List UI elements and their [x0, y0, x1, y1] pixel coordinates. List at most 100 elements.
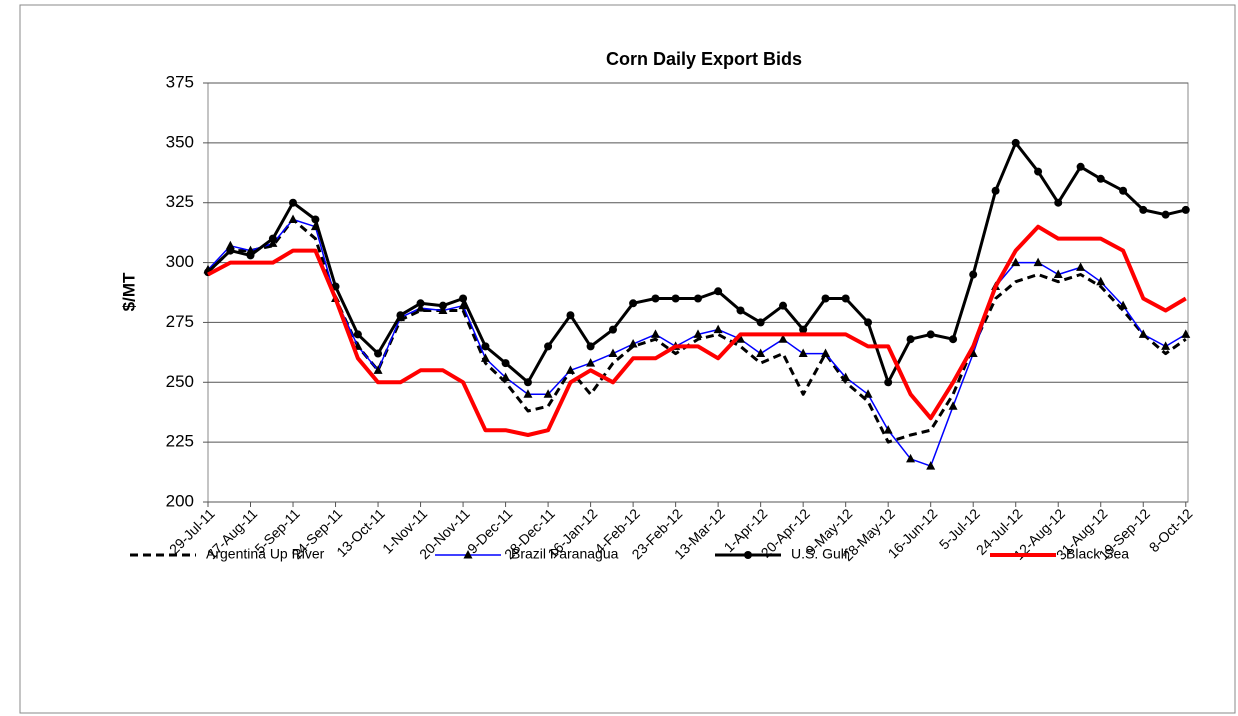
- legend-item: Black Sea: [990, 546, 1129, 562]
- point: [778, 334, 788, 343]
- point: [458, 300, 468, 310]
- point: [288, 214, 298, 223]
- point: [926, 461, 936, 470]
- y-tick-label: 300: [166, 252, 194, 271]
- point: [779, 301, 788, 310]
- point: [714, 287, 723, 296]
- y-tick-label: 200: [166, 491, 194, 510]
- point: [629, 299, 638, 308]
- point: [968, 348, 978, 358]
- point: [798, 348, 808, 358]
- point: [651, 294, 660, 303]
- point: [268, 238, 278, 247]
- point: [544, 342, 553, 351]
- point: [226, 246, 235, 255]
- point: [821, 348, 831, 358]
- point: [608, 325, 617, 334]
- point: [1161, 210, 1170, 219]
- point: [311, 215, 320, 224]
- point: [374, 349, 383, 358]
- point: [863, 389, 873, 398]
- point: [1033, 257, 1043, 267]
- point: [948, 401, 958, 410]
- point: [1138, 329, 1148, 338]
- point: [463, 550, 473, 559]
- y-tick-label: 275: [166, 312, 194, 331]
- point: [756, 318, 765, 327]
- point: [1139, 205, 1148, 214]
- point: [799, 325, 808, 334]
- legend-label: U.S. Gulf: [791, 546, 848, 562]
- point: [501, 372, 511, 381]
- point: [841, 294, 850, 303]
- point: [1011, 257, 1021, 267]
- point: [438, 305, 448, 314]
- point: [926, 330, 935, 339]
- legend-item: Argentina Up River: [130, 546, 325, 562]
- point: [481, 342, 490, 351]
- point: [416, 299, 425, 308]
- y-tick-label: 225: [166, 432, 194, 451]
- y-tick-label: 375: [166, 72, 194, 91]
- point: [1181, 329, 1191, 338]
- point: [523, 378, 532, 387]
- point: [884, 378, 893, 387]
- point: [736, 306, 745, 315]
- point: [396, 311, 405, 320]
- point: [1118, 300, 1128, 310]
- plot-area: [207, 82, 1189, 503]
- point: [566, 311, 575, 320]
- point: [523, 389, 533, 398]
- legend-item: U.S. Gulf: [715, 546, 848, 562]
- legend-item: Brazil Paranagua: [435, 546, 619, 562]
- point: [1096, 276, 1106, 286]
- point: [331, 282, 340, 291]
- point: [906, 335, 915, 344]
- point: [1054, 198, 1063, 207]
- point: [459, 294, 468, 303]
- point: [1034, 167, 1043, 176]
- point: [438, 301, 447, 310]
- point: [289, 198, 298, 207]
- point: [501, 359, 510, 368]
- point: [543, 389, 553, 398]
- point: [671, 294, 680, 303]
- point: [694, 294, 702, 303]
- point: [373, 365, 383, 374]
- legend-label: Black Sea: [1066, 546, 1129, 562]
- legend-label: Brazil Paranagua: [511, 546, 619, 562]
- point: [841, 372, 851, 381]
- point: [991, 186, 1000, 195]
- point: [1096, 174, 1105, 183]
- point: [1053, 269, 1063, 279]
- point: [693, 329, 703, 338]
- y-axis-title: $/MT: [119, 272, 138, 311]
- point: [246, 251, 255, 260]
- y-tick-label: 325: [166, 192, 194, 211]
- point: [949, 335, 958, 344]
- point: [744, 551, 752, 559]
- point: [1011, 138, 1020, 147]
- point: [586, 358, 596, 367]
- point: [628, 338, 638, 348]
- point: [650, 329, 660, 338]
- point: [821, 294, 830, 303]
- point: [608, 348, 618, 358]
- point: [225, 240, 235, 250]
- point: [586, 342, 595, 351]
- legend-label: Argentina Up River: [206, 546, 325, 562]
- point: [864, 318, 873, 327]
- point: [1076, 262, 1086, 271]
- point: [353, 330, 362, 339]
- point: [1161, 341, 1171, 350]
- y-tick-label: 250: [166, 372, 194, 391]
- line: [207, 224, 1187, 437]
- series: [207, 224, 1187, 437]
- chart-title: Corn Daily Export Bids: [606, 49, 802, 69]
- point: [1076, 162, 1085, 171]
- point: [1181, 205, 1190, 214]
- point: [268, 234, 277, 243]
- series: [204, 138, 1190, 387]
